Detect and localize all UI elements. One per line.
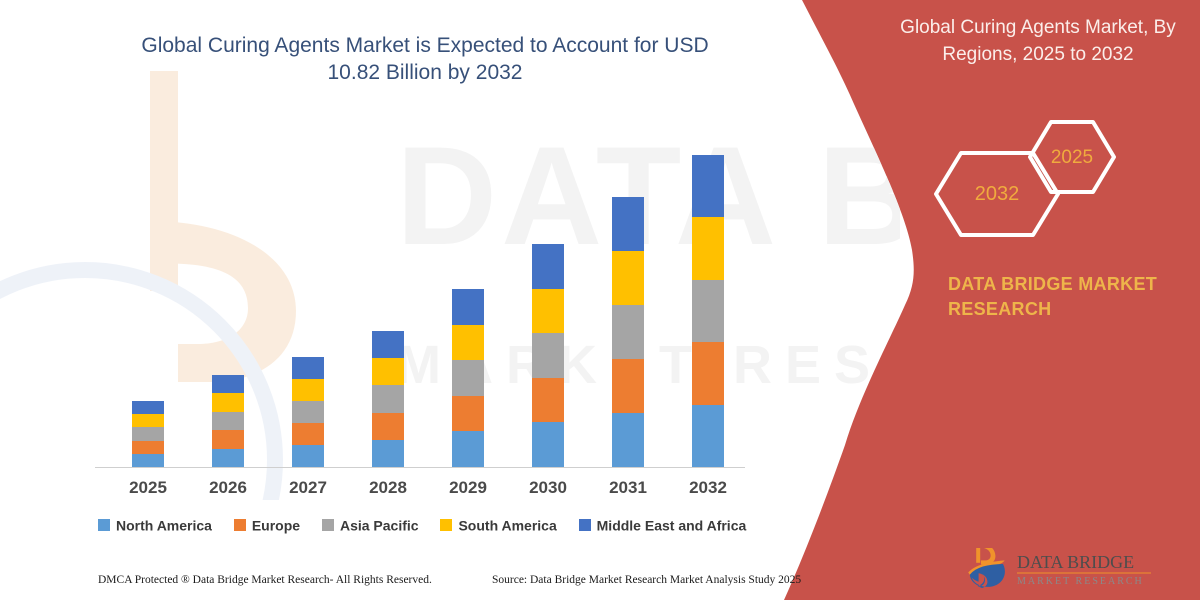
svg-text:2025: 2025 — [1051, 147, 1093, 168]
svg-text:2032: 2032 — [975, 183, 1020, 205]
